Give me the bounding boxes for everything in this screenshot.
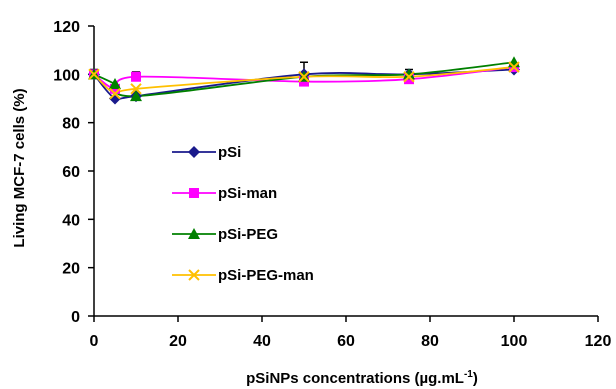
y-tick-label: 100 [53,67,80,84]
y-axis-title-group: Living MCF-7 cells (%) [11,88,28,247]
data-point-psi-peg-man [403,71,415,83]
data-point-psi-peg-man [130,83,142,95]
y-tick-label: 0 [71,309,80,326]
x-axis-title-superscript: -1 [464,369,473,380]
x-tick-label: 60 [337,333,355,350]
data-point-psi-peg [403,68,415,80]
data-point-psi-peg-man [109,87,121,100]
legend-marker [189,188,199,198]
legend-label: pSi-PEG-man [218,267,314,284]
x-tick-label: 20 [169,333,187,350]
legend-marker [188,146,200,158]
legend: pSi pSi-man pSi-PEG pSi-PEG-man [172,144,314,284]
x-tick-label: 100 [501,333,528,350]
axis-ticks: 0 20 40 60 80 100 120 0 20 40 60 80 100 120 [53,19,611,350]
data-point-psi-man [131,71,141,82]
legend-marker [188,228,200,239]
series-markers [88,56,520,105]
data-point-psi-peg-man [88,68,100,81]
legend-marker [188,269,200,281]
data-point-psi-peg [109,78,121,89]
x-axis-title: pSiNPs concentrations (µg.mL-1) [246,369,478,387]
y-tick-label: 80 [62,116,80,133]
y-tick-label: 120 [53,19,80,36]
x-tick-label: 40 [253,333,271,350]
x-tick-label: 80 [421,333,439,350]
y-axis-title: Living MCF-7 cells (%) [11,88,28,247]
legend-label: pSi-man [218,185,277,202]
data-point-psi-peg-man [508,61,520,73]
x-axis-title-close: ) [473,370,478,387]
x-tick-label: 120 [585,333,612,350]
data-point-psi-peg-man [298,71,310,83]
x-axis-title-text: pSiNPs concentrations (µg.mL [246,370,464,387]
x-tick-label: 0 [90,333,99,350]
y-tick-label: 40 [62,212,80,229]
legend-label: pSi [218,144,241,161]
y-tick-label: 60 [62,164,80,181]
y-tick-label: 20 [62,261,80,278]
legend-label: pSi-PEG [218,226,278,243]
data-point-psi-peg [130,90,142,102]
